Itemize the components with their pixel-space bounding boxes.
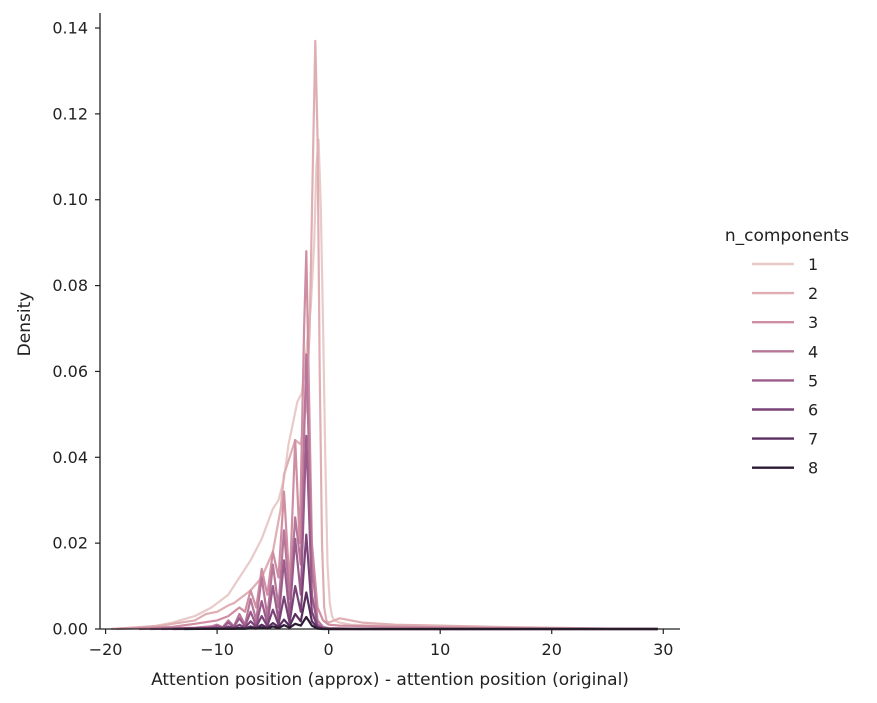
series-line-1 [111, 138, 658, 631]
y-axis-label: Density [15, 292, 35, 357]
series-line-4 [138, 353, 658, 631]
series-line-3 [116, 250, 658, 631]
y-tick-label: 0.14 [52, 19, 88, 38]
y-tick-label: 0.06 [52, 362, 88, 381]
x-tick-label: −10 [200, 640, 234, 659]
series-line-5 [150, 434, 658, 631]
legend-label-4: 4 [808, 342, 818, 361]
legend: n_components 1 2 3 4 5 6 7 8 [725, 226, 849, 478]
legend-label-5: 5 [808, 371, 818, 390]
legend-label-8: 8 [808, 459, 818, 478]
y-tick-label: 0.00 [52, 620, 88, 639]
x-tick-label: −20 [89, 640, 123, 659]
y-tick-label: 0.10 [52, 190, 88, 209]
y-tick-label: 0.08 [52, 276, 88, 295]
series-layer [111, 39, 658, 631]
legend-label-2: 2 [808, 284, 818, 303]
y-tick-label: 0.04 [52, 448, 88, 467]
x-axis-label: Attention position (approx) - attention … [151, 670, 629, 690]
series-line-2 [111, 39, 658, 631]
legend-label-7: 7 [808, 430, 818, 449]
x-tick-label: 30 [653, 640, 673, 659]
legend-label-6: 6 [808, 401, 818, 420]
legend-label-1: 1 [808, 255, 818, 274]
x-tick-label: 10 [430, 640, 450, 659]
legend-title: n_components [725, 226, 849, 246]
ticks-layer: −20 −10 0 10 20 30 0.00 0.02 0.04 0.06 0.08 0.10 0.1… [52, 19, 673, 659]
y-tick-label: 0.12 [52, 104, 88, 123]
y-tick-label: 0.02 [52, 534, 88, 553]
legend-label-3: 3 [808, 313, 818, 332]
x-tick-label: 0 [324, 640, 334, 659]
x-tick-label: 20 [542, 640, 562, 659]
